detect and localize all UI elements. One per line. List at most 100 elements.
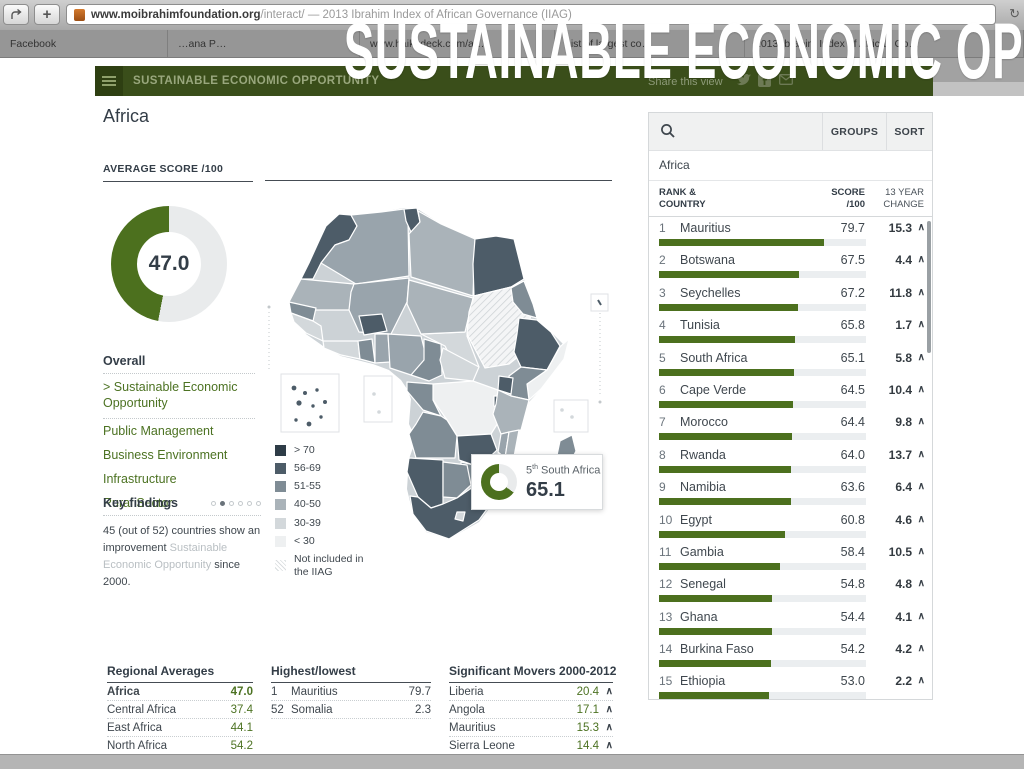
up-arrow-icon: ∧ [917,545,925,557]
pager-dot[interactable] [220,500,225,506]
legend-swatch [275,463,286,475]
ranking-row[interactable]: 11 Gambia 58.4 10.5 ∧ [649,540,932,572]
map-country[interactable] [553,399,589,433]
map-country[interactable] [454,511,466,522]
ranking-row[interactable]: 2 Botswana 67.5 4.4 ∧ [649,248,932,280]
ranking-row[interactable]: 9 Namibia 63.6 6.4 ∧ [649,475,932,507]
browser-share-button[interactable] [3,4,29,25]
email-icon[interactable] [779,74,794,88]
search-input[interactable] [649,113,822,150]
ranking-row[interactable]: 10 Egypt 60.8 4.6 ∧ [649,508,932,540]
map-country[interactable] [560,408,564,412]
ranking-row[interactable]: 4 Tunisia 65.8 1.7 ∧ [649,313,932,345]
panel-column-headers: RANK & COUNTRY SCORE/100 13 YEAR CHANGE [649,180,932,217]
panel-scope[interactable]: Africa [649,150,932,181]
map-country[interactable] [296,400,302,406]
map-country[interactable] [510,280,538,319]
map-country[interactable] [439,347,480,382]
map-country[interactable] [598,400,602,404]
browser-tab[interactable]: …ana P… [168,30,360,57]
map-country[interactable] [306,421,312,427]
score-bar-fill [659,465,792,473]
map-country[interactable] [372,392,376,396]
ranking-row[interactable]: 15 Ethiopia 53.0 2.2 ∧ [649,669,932,699]
browser-tab[interactable]: www.haikudeck.com/a… [360,30,555,57]
country-name: Senegal [680,577,726,592]
ranking-row[interactable]: 13 Ghana 54.4 4.1 ∧ [649,605,932,637]
browser-tab[interactable]: Facebook [0,30,168,57]
pager-dot[interactable] [247,500,252,506]
up-arrow-icon: ∧ [605,740,613,751]
score-bar-track [659,595,866,603]
nav-item[interactable]: Public Management [103,423,214,438]
map-country[interactable] [497,375,514,395]
country-name: Ethiopia [680,674,726,689]
pager-dot[interactable] [238,500,243,506]
map-country[interactable] [410,338,443,382]
map-country[interactable] [408,411,458,459]
map-country[interactable] [267,305,271,309]
map-country[interactable] [472,235,525,297]
map-country[interactable] [408,210,476,297]
map-country[interactable] [357,338,376,364]
map-country[interactable] [597,299,602,306]
map-country[interactable] [358,313,388,336]
row-value: 17.1 [576,703,599,716]
map-country[interactable] [442,461,472,499]
horizontal-scrollbar[interactable] [0,754,1024,769]
key-findings: Key findings 45 (out of 52) countries sh… [103,496,261,591]
ranking-row[interactable]: 12 Senegal 54.8 4.8 ∧ [649,572,932,604]
groups-button[interactable]: GROUPS [822,113,886,150]
up-arrow-icon: ∧ [605,686,613,697]
ranking-row[interactable]: 8 Rwanda 64.0 13.7 ∧ [649,443,932,475]
map-country[interactable] [406,279,474,335]
ranking-row[interactable]: 7 Morocco 64.4 9.8 ∧ [649,410,932,442]
map-country[interactable] [432,380,502,437]
pager-dot[interactable] [211,500,216,506]
score-value: 54.8 [840,577,865,592]
nav-item[interactable]: Infrastructure [103,472,177,486]
ranking-row[interactable]: 14 Burkina Faso 54.2 4.2 ∧ [649,637,932,669]
reload-icon[interactable]: ↻ [1009,6,1020,21]
nav-item[interactable]: Business Environment [103,447,228,462]
map-country[interactable] [311,404,315,408]
highest-lowest-title: Highest/lowest [271,664,431,683]
browser-tab[interactable]: 2013 Ibrahim Index of African Go… [745,30,1024,57]
table-row: Africa 47.0 [107,683,253,701]
sort-button[interactable]: SORT [886,113,932,150]
search-icon [661,124,675,138]
menu-button[interactable] [95,66,123,96]
nav-item[interactable]: Rural Sector [103,496,173,511]
new-tab-button[interactable]: + [34,4,60,25]
twitter-icon[interactable] [737,74,752,88]
map-country[interactable] [303,391,307,395]
country-name: Rwanda [680,447,726,462]
panel-scrollbar[interactable] [927,221,931,353]
map-country[interactable] [294,418,298,422]
ranking-row[interactable]: 3 Seychelles 67.2 11.8 ∧ [649,281,932,313]
country-name: Ghana [680,609,718,624]
ranking-row[interactable]: 5 South Africa 65.1 5.8 ∧ [649,346,932,378]
map-country[interactable] [323,400,327,404]
map-country[interactable] [377,410,381,414]
browser-tab[interactable]: List of largest co… [555,30,745,57]
legend-label: 30-39 [294,516,321,529]
url-field[interactable]: www.moibrahimfoundation.org /interact/ —… [66,4,996,25]
ranking-row[interactable]: 1 Mauritius 79.7 15.3 ∧ [649,216,932,248]
facebook-icon[interactable] [758,74,773,88]
map-country[interactable] [291,385,297,391]
map-country[interactable] [363,375,393,423]
score-bar-fill [659,595,773,603]
nav-item-sustainable-economic-opportunity[interactable]: > Sustainable Economic Opportunity [103,374,255,419]
legend-label: 51-55 [294,480,321,493]
ranking-row[interactable]: 6 Cape Verde 64.5 10.4 ∧ [649,378,932,410]
map-country[interactable] [315,388,319,392]
map-country[interactable] [570,415,574,419]
pager-dot[interactable] [229,500,234,506]
up-arrow-icon: ∧ [917,643,925,655]
map-country[interactable] [319,415,323,419]
key-findings-pager[interactable] [211,500,261,506]
pager-dot[interactable] [256,500,261,506]
country-name: Tunisia [680,318,720,333]
map-country[interactable] [322,340,361,360]
